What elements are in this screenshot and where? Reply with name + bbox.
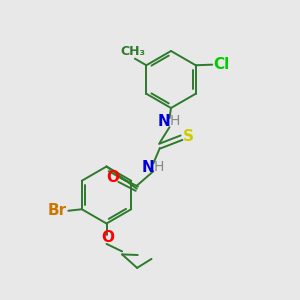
Text: S: S xyxy=(183,129,194,144)
Text: H: H xyxy=(170,114,180,128)
Text: H: H xyxy=(154,160,164,174)
Text: N: N xyxy=(158,114,170,129)
Text: O: O xyxy=(101,230,114,245)
Text: O: O xyxy=(106,170,119,185)
Text: Cl: Cl xyxy=(214,57,230,72)
Text: Br: Br xyxy=(47,203,67,218)
Text: CH₃: CH₃ xyxy=(120,45,145,58)
Text: N: N xyxy=(142,160,154,175)
